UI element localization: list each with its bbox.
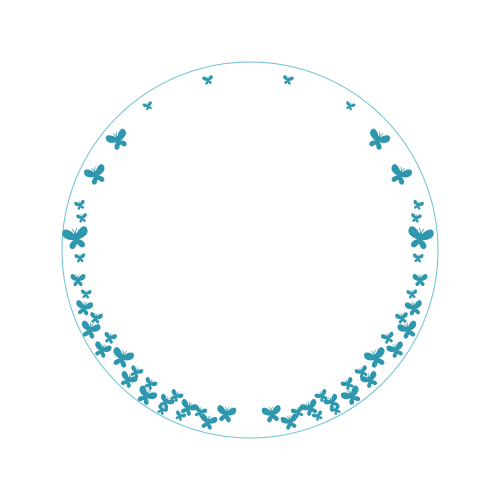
- butterfly-icon: [406, 289, 418, 299]
- butterfly-icon: [412, 274, 428, 287]
- butterfly-icon: [104, 127, 132, 153]
- butterfly-icon: [80, 289, 92, 299]
- butterfly-icon: [380, 331, 396, 345]
- butterfly-icon: [102, 331, 118, 345]
- butterfly-icon: [363, 346, 389, 370]
- butterfly-icon: [198, 413, 218, 431]
- butterfly-icon: [405, 225, 435, 251]
- butterfly-icon: [83, 163, 109, 187]
- butterfly-icon: [282, 74, 294, 86]
- butterfly-icon: [70, 274, 86, 287]
- circle-ring-icon: [61, 61, 439, 439]
- butterfly-icon: [394, 311, 410, 325]
- butterfly-icon: [202, 74, 214, 86]
- butterfly-icon: [76, 212, 88, 224]
- butterfly-icon: [280, 413, 300, 431]
- butterfly-icon: [385, 340, 407, 360]
- butterfly-icon: [142, 100, 154, 112]
- butterfly-icon: [74, 253, 86, 263]
- butterfly-icon: [340, 384, 365, 408]
- butterfly-icon: [410, 212, 422, 224]
- butterfly-icon: [109, 346, 135, 370]
- butterfly-icon: [364, 127, 392, 153]
- butterfly-icon: [344, 100, 356, 112]
- butterfly-icon: [61, 225, 91, 251]
- butterfly-flock: [61, 74, 435, 431]
- butterfly-icon: [215, 404, 237, 424]
- butterfly-icon: [73, 199, 87, 211]
- butterfly-icon: [133, 384, 158, 408]
- butterfly-icon: [411, 199, 425, 211]
- butterfly-icon: [261, 404, 283, 424]
- butterfly-icon: [88, 311, 104, 325]
- butterfly-icon: [387, 163, 413, 187]
- butterfly-icon: [412, 253, 424, 263]
